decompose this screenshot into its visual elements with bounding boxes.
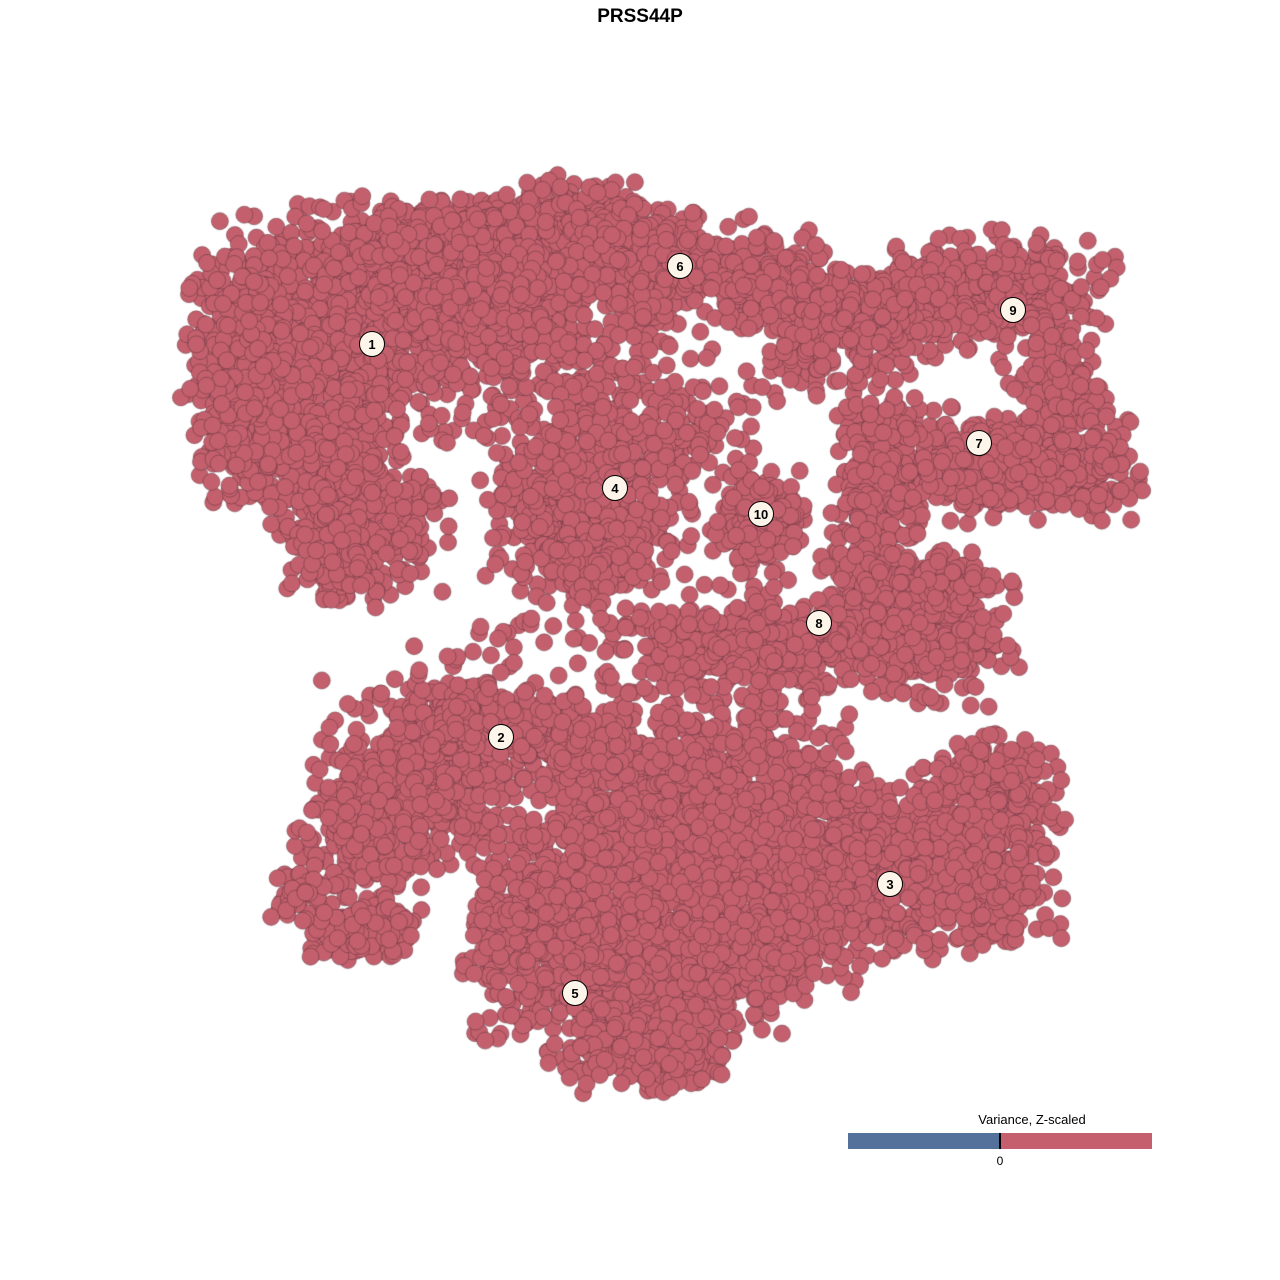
legend-zero-label: 0 xyxy=(996,1154,1004,1168)
legend-title: Variance, Z-scaled xyxy=(978,1112,1086,1127)
legend: Variance, Z-scaled 0 xyxy=(848,1112,1152,1172)
legend-zero-tick xyxy=(999,1133,1001,1149)
legend-negative-half xyxy=(848,1133,1000,1149)
legend-colorbar xyxy=(848,1133,1152,1149)
legend-positive-half xyxy=(1000,1133,1152,1149)
